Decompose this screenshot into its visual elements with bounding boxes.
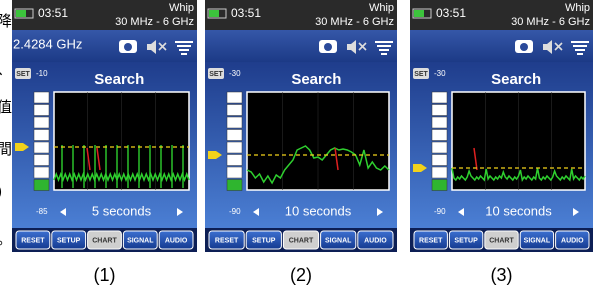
meter-segment [432,117,447,128]
toolbar [410,30,593,62]
meter-segment [432,105,447,116]
top-scale: -30 [434,69,446,78]
button-label[interactable]: SETUP [252,237,276,244]
button-label[interactable]: CHART [489,237,514,244]
toolbar [205,30,397,62]
caption: (3) [491,265,513,285]
button-label[interactable]: AUDIO [364,237,387,244]
button-label[interactable]: RESET [215,237,239,244]
camera-lens [520,43,528,51]
duration: 10 seconds [485,203,552,218]
duration: 10 seconds [285,203,352,218]
meter-segment [432,155,447,166]
button-label[interactable]: SIGNAL [325,237,352,244]
time: 03:51 [436,6,466,20]
caption: (2) [290,265,312,285]
set-label: SET [16,71,30,78]
side-char: 。 [0,231,12,248]
meter-segment [227,92,242,103]
top-scale: -10 [36,69,48,78]
button-label[interactable]: CHART [92,237,117,244]
meter-segment [34,130,49,141]
device-screen: 03:51 Whip 30 MHz - 6 GHz SET -30 Search -90 10… [410,0,593,252]
meter-segment [34,105,49,116]
range: 30 MHz - 6 GHz [315,16,394,28]
meter-segment [227,130,242,141]
time: 03:51 [231,6,261,20]
meter-segment [34,92,49,103]
range: 30 MHz - 6 GHz [115,16,194,28]
meter-segment-active [432,180,447,191]
meter-segment [34,142,49,153]
meter-segment [227,105,242,116]
meter-segment [432,167,447,178]
camera-lens [124,43,132,51]
bottom-scale: -90 [434,207,446,216]
camera-lens [324,43,332,51]
meter-segment [34,117,49,128]
frequency: 2.4284 GHz [13,36,82,51]
meter-segment [34,155,49,166]
meter-segment [432,92,447,103]
button-label[interactable]: AUDIO [165,237,188,244]
button-label[interactable]: AUDIO [561,237,584,244]
meter-segment [227,117,242,128]
meter-segment [227,155,242,166]
meter-segment [34,167,49,178]
side-char: 間 [0,141,12,158]
meter-segment [227,142,242,153]
meter-segment [432,142,447,153]
bottom-scale: -85 [36,207,48,216]
top-scale: -30 [229,69,241,78]
side-char: ) [0,183,2,200]
duration: 5 seconds [92,203,152,218]
side-char: 值 [0,99,12,116]
meter-segment [432,130,447,141]
battery-level [209,10,219,17]
battery-level [414,10,424,17]
antenna: Whip [169,2,194,14]
mode-title: Search [491,71,541,88]
button-label[interactable]: SIGNAL [127,237,154,244]
screenshot: 降、值間) 。 03:51 Whip 30 MHz - 6 GHz 2.4284 GHz S… [0,0,593,294]
range: 30 MHz - 6 GHz [511,16,590,28]
button-label[interactable]: SIGNAL [524,237,551,244]
device-screen: 03:51 Whip 30 MHz - 6 GHz 2.4284 GHz SET -10 S… [12,0,197,252]
mode-title: Search [94,71,144,88]
button-label[interactable]: CHART [289,237,314,244]
button-label[interactable]: RESET [419,237,443,244]
bottom-scale: -90 [229,207,241,216]
mode-title: Search [291,71,341,88]
set-label: SET [414,71,428,78]
meter-segment-active [34,180,49,191]
side-text: 降、值間) 。 [0,13,12,248]
side-char: 降 [0,13,12,30]
button-label[interactable]: SETUP [454,237,478,244]
caption: (1) [94,265,116,285]
button-label[interactable]: RESET [21,237,45,244]
meter-segment [227,167,242,178]
side-char: 、 [0,61,12,78]
device-screen: 03:51 Whip 30 MHz - 6 GHz SET -30 Search -90 10… [205,0,397,252]
meter-segment-active [227,180,242,191]
battery-level [16,10,26,17]
antenna: Whip [369,2,394,14]
time: 03:51 [38,6,68,20]
antenna: Whip [565,2,590,14]
set-label: SET [209,71,223,78]
button-label[interactable]: SETUP [57,237,81,244]
